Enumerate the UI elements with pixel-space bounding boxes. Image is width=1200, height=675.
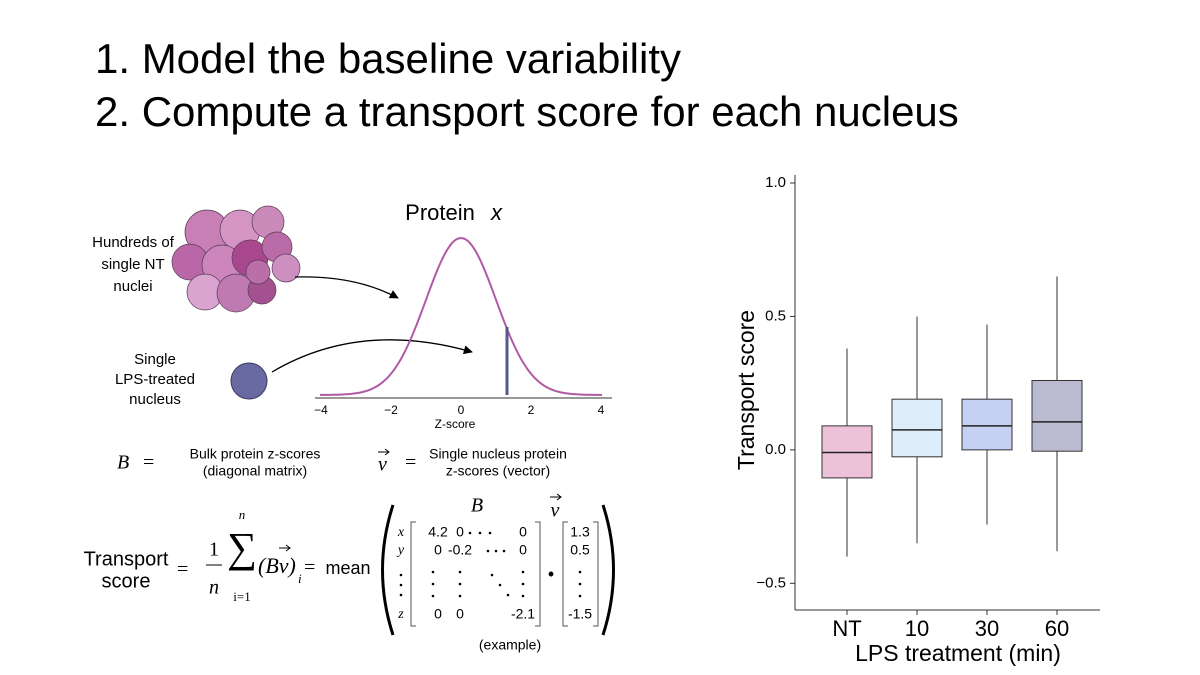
y-axis-label: Transport score [733, 310, 759, 470]
z-tick-label: 2 [528, 403, 535, 417]
paren [601, 504, 615, 636]
z-label: Z-score [435, 417, 476, 431]
matrix: x 4.2 0 0 1.3y 0 -0.2 0 0.5z 0 0 -2.1 -1.5 [396, 524, 592, 623]
matrix-cell: -0.2 [448, 542, 472, 558]
symbol: B [117, 452, 129, 474]
plot-title-var: x [490, 200, 503, 225]
score-label: Transport [84, 548, 169, 570]
matrix-bracket [410, 521, 541, 627]
matrix-cell: 0 [434, 606, 442, 622]
product: (Bv) [258, 553, 296, 578]
ellipsis-dots [399, 531, 582, 598]
single-nucleus [230, 362, 268, 400]
matrix-cell: 0 [456, 606, 464, 622]
row-label: y [396, 543, 405, 558]
numerator: 1 [209, 539, 219, 561]
title-line: 2. Compute a transport score for each nu… [95, 88, 959, 135]
row-label: z [397, 607, 404, 622]
note: (example) [479, 637, 541, 653]
box [961, 398, 1013, 451]
y-tick-label: −0.5 [756, 574, 786, 591]
score-label: score [102, 570, 151, 592]
symbol: v [378, 454, 387, 476]
matrix-cell: 0 [519, 542, 527, 558]
vector-arrow [550, 493, 562, 501]
paren [381, 504, 395, 636]
vector-cell: 1.3 [570, 524, 590, 540]
description: (diagonal matrix) [203, 463, 307, 479]
y-tick-label: 1.0 [765, 174, 786, 191]
x-axis-label: LPS treatment (min) [855, 640, 1061, 666]
sum-upper: n [239, 507, 246, 522]
equals: = [143, 452, 154, 474]
matrix-cell: 4.2 [428, 524, 448, 540]
equals: = [405, 452, 416, 474]
product-index: i [298, 571, 302, 586]
sum-lower: i=1 [233, 589, 250, 604]
vector-symbol: v [551, 500, 560, 522]
nuclei-cluster [171, 205, 301, 313]
label: single NT [101, 256, 164, 273]
vector-cell: -1.5 [568, 606, 592, 622]
title-line: 1. Model the baseline variability [95, 35, 681, 82]
density-curve [319, 237, 603, 396]
description: Bulk protein z-scores [190, 446, 321, 462]
arrow [271, 339, 473, 373]
description: z-scores (vector) [446, 463, 550, 479]
label: nucleus [129, 391, 181, 408]
vector-bracket [562, 521, 599, 627]
box-plot: −0.5 0.0 0.5 1.0 Transport score LPS treatmen… [733, 174, 1100, 666]
z-tick-label: −4 [314, 403, 328, 417]
label: Single [134, 351, 176, 368]
z-tick-label: 0 [458, 403, 465, 417]
vector-cell: 0.5 [570, 542, 590, 558]
x-tick-label: NT [832, 616, 861, 641]
vector-arrow [279, 544, 291, 552]
y-tick-label: 0.0 [765, 441, 786, 458]
label: nuclei [113, 278, 152, 295]
x-tick-label: 30 [975, 616, 999, 641]
sum-symbol: ∑ [227, 526, 257, 572]
equals: = [304, 557, 315, 579]
label: Hundreds of [92, 234, 175, 251]
matrix-cell: 0 [434, 542, 442, 558]
description: Single nucleus protein [429, 446, 567, 462]
label: LPS-treated [115, 371, 195, 388]
plot-title: Protein [405, 200, 475, 225]
arrow [294, 276, 399, 299]
x-tick-label: 10 [905, 616, 929, 641]
row-label: x [397, 525, 405, 540]
denominator: n [209, 577, 219, 599]
equals: = [177, 559, 188, 581]
x-tick-label: 60 [1045, 616, 1069, 641]
z-tick-label: −2 [384, 403, 398, 417]
dot-operator: • [548, 564, 554, 584]
matrix-cell: -2.1 [511, 606, 535, 622]
box [1031, 379, 1083, 452]
y-tick-label: 0.5 [765, 307, 786, 324]
matrix-cell: 0 [456, 524, 464, 540]
matrix-cell: 0 [519, 524, 527, 540]
vector-arrow [378, 448, 390, 456]
matrix-symbol: B [471, 495, 483, 517]
z-tick-label: 4 [598, 403, 605, 417]
box [891, 398, 943, 458]
mean: mean [325, 558, 370, 578]
